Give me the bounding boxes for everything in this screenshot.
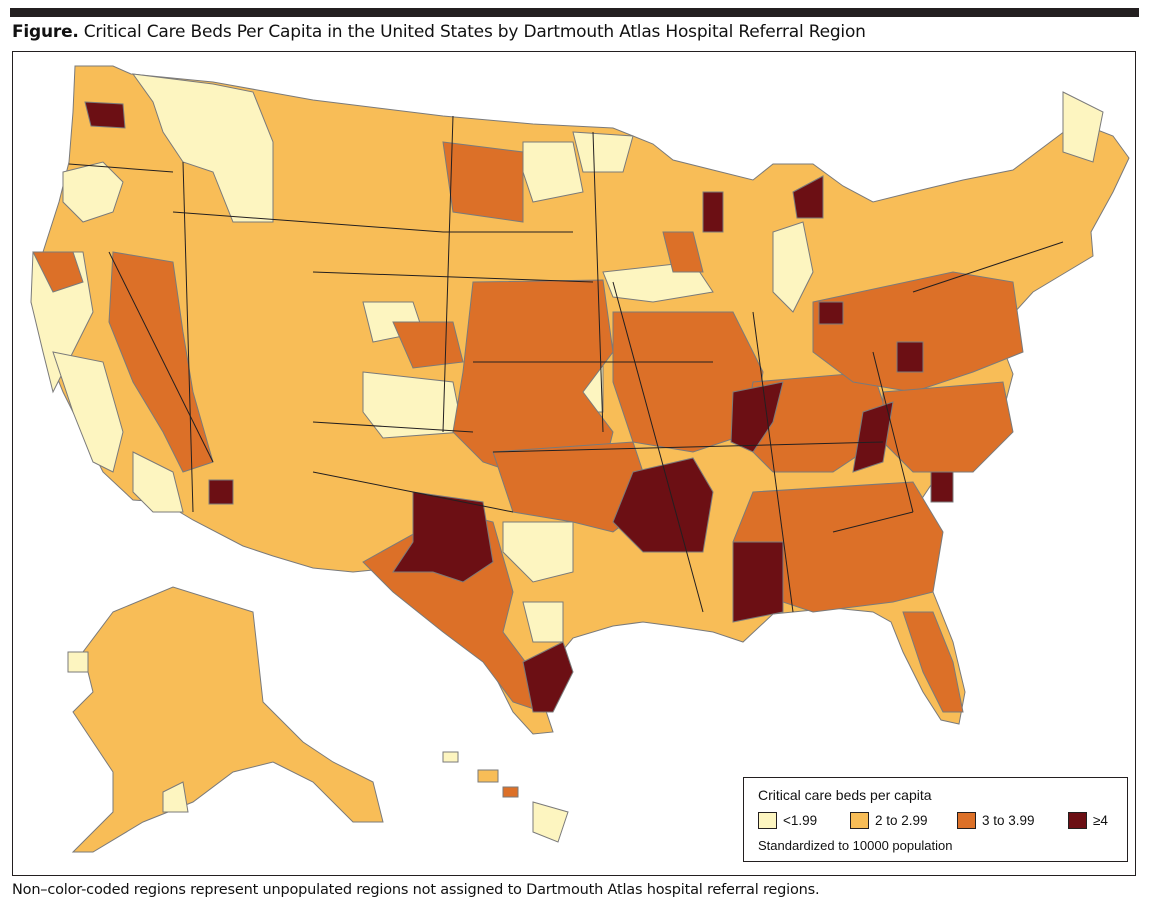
region-orange-wy-ne [442,141,524,223]
region-orange-nv [108,251,214,473]
border-tx-nm [312,471,514,513]
border-northern-tier [172,211,573,233]
top-rule [10,8,1139,17]
legend-label-2-to-2-99: 2 to 2.99 [875,812,928,828]
border-ca-nv [108,251,214,463]
legend-note: Standardized to 10000 population [758,838,953,853]
figure-title-text: Critical Care Beds Per Capita in the Uni… [83,22,866,42]
region-light-mn [572,131,634,173]
region-light-mt-id [131,73,274,223]
region-dark-nc-tn [852,401,894,473]
alaska-light-2 [67,651,89,673]
region-dark-sc [930,471,954,503]
figure-title: Figure. Critical Care Beds Per Capita in … [12,20,866,44]
region-light-or-coast [62,161,124,223]
map-legend: Critical care beds per capita <1.99 2 to… [743,777,1128,862]
region-light-tx [502,521,574,583]
border-wa-or [68,163,174,173]
legend-title: Critical care beds per capita [758,787,932,803]
hawaii-island-3 [502,786,519,798]
border-central-plains [312,271,594,283]
border-lat-1 [442,115,454,433]
hawaii-island-4 [532,801,569,843]
figure-label: Figure. [12,22,79,42]
legend-swatch-ge-4 [1068,811,1087,829]
footnote: Non–color-coded regions represent unpopu… [12,882,820,898]
border-lat-2 [592,131,604,433]
hawaii [442,751,569,843]
border-southwest [312,421,474,433]
region-orange-wi [662,231,704,273]
region-dark-tx-coast [522,641,574,713]
border-east-2 [872,351,914,513]
region-orange-nw-ca [32,251,84,293]
region-light-ca-central [52,351,124,473]
border-mississippi [612,281,704,613]
legend-label-3-to-3-99: 3 to 3.99 [982,812,1035,828]
region-light-ca-south [132,451,184,513]
legend-swatch-3-to-3-99 [957,811,976,829]
map-frame: Critical care beds per capita <1.99 2 to… [12,51,1136,876]
region-light-me [1062,91,1104,163]
region-orange-va-nc [882,381,1014,473]
region-orange-fl [902,611,964,713]
region-dark-wa [84,101,126,129]
legend-item-lt-1-99: <1.99 [758,810,817,830]
region-dark-nm-tx [392,491,494,583]
hawaii-island-2 [477,769,499,783]
region-dark-ar [612,457,714,553]
region-dark-oh [818,301,844,325]
region-orange-mo-il [612,311,764,453]
region-orange-oh-pa [812,271,1024,393]
legend-swatch-lt-1-99 [758,811,777,829]
region-dark-ms-al [732,541,784,623]
hawaii-island-1 [442,751,459,763]
region-light-nd [522,141,584,203]
legend-item-ge-4: ≥4 [1068,810,1108,830]
region-dark-mi [792,175,824,219]
border-northeast [912,241,1064,293]
border-west-rockies [182,161,194,513]
alaska-light-1 [162,781,189,813]
legend-swatch-2-to-2-99 [850,811,869,829]
legend-label-ge-4: ≥4 [1093,812,1108,828]
legend-label-lt-1-99: <1.99 [783,812,818,828]
region-dark-wi-mi [702,191,724,233]
border-east-1 [752,311,794,613]
us-map [30,65,1130,853]
alaska [71,586,384,853]
region-light-mi [772,221,814,313]
region-light-co [362,371,464,439]
legend-item-2-to-2-99: 2 to 2.99 [850,810,928,830]
region-dark-ky-tn [730,381,784,453]
region-dark-az [208,479,234,505]
state-borders [68,115,1064,613]
legend-item-3-to-3-99: 3 to 3.99 [957,810,1035,830]
border-southeast [832,511,914,533]
region-dark-va [896,341,924,373]
border-south-1 [492,441,884,453]
